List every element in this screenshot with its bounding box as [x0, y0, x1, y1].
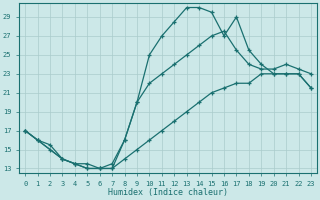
X-axis label: Humidex (Indice chaleur): Humidex (Indice chaleur) [108, 188, 228, 197]
